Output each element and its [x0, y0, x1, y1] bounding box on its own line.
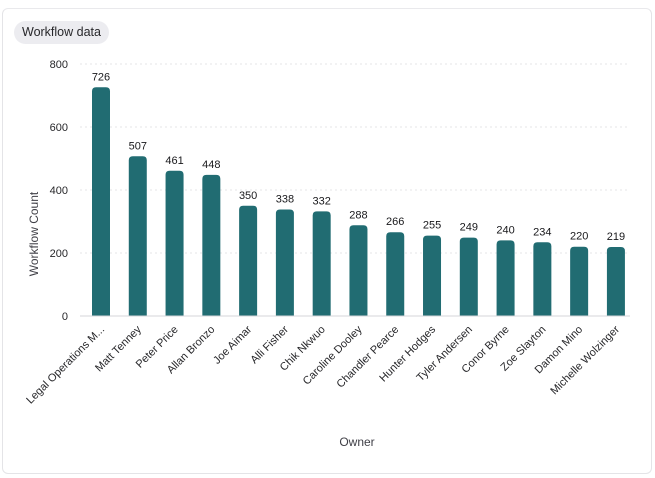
bar[interactable] — [312, 211, 331, 316]
y-axis-ticks: 0 200 400 600 800 — [50, 59, 68, 323]
bar[interactable] — [423, 235, 442, 316]
x-tick-label: Joe Aimar — [211, 323, 254, 366]
x-tick-label: Chandler Pearce — [334, 324, 401, 391]
bar[interactable] — [349, 225, 368, 316]
bar-value-label: 255 — [423, 220, 441, 232]
bar[interactable] — [459, 237, 478, 316]
bar[interactable] — [570, 246, 589, 316]
bar-value-label: 461 — [165, 155, 183, 167]
bar[interactable] — [275, 209, 294, 316]
bar-value-label: 234 — [533, 226, 551, 238]
bar-value-label: 332 — [313, 195, 331, 207]
bar-value-label: 240 — [496, 224, 514, 236]
bar-value-label: 726 — [92, 71, 110, 83]
bar[interactable] — [239, 205, 258, 316]
bar-value-label: 266 — [386, 216, 404, 228]
bar-value-label: 220 — [570, 231, 588, 243]
y-tick-label: 200 — [50, 248, 68, 260]
bar[interactable] — [496, 240, 515, 316]
bar[interactable] — [606, 247, 625, 316]
bar-value-label: 507 — [129, 140, 147, 152]
value-labels: 726 507 461 448 350 338 332 288 266 255 249 240 234 2… — [92, 71, 625, 243]
x-axis-title: Owner — [339, 435, 374, 449]
bar[interactable] — [165, 170, 184, 316]
y-tick-label: 800 — [50, 59, 68, 71]
bar-value-label: 350 — [239, 190, 257, 202]
bar[interactable] — [386, 232, 405, 316]
bar-value-label: 338 — [276, 194, 294, 206]
gridlines — [80, 63, 630, 254]
bar[interactable] — [533, 242, 552, 316]
workflow-data-tab[interactable]: Workflow data — [14, 21, 109, 44]
bar-value-label: 249 — [460, 222, 478, 234]
x-tick-label: Michelle Wolzinger — [548, 323, 622, 397]
y-tick-label: 400 — [50, 185, 68, 197]
y-tick-label: 0 — [62, 311, 68, 323]
bar[interactable] — [92, 87, 110, 316]
y-tick-label: 600 — [50, 122, 68, 134]
bar-value-label: 448 — [202, 159, 220, 171]
bar[interactable] — [202, 174, 221, 316]
bar[interactable] — [128, 156, 147, 316]
bar-value-label: 219 — [607, 231, 625, 243]
y-axis-title: Workflow Count — [27, 191, 41, 276]
bars — [92, 87, 625, 316]
bar-value-label: 288 — [349, 209, 367, 221]
